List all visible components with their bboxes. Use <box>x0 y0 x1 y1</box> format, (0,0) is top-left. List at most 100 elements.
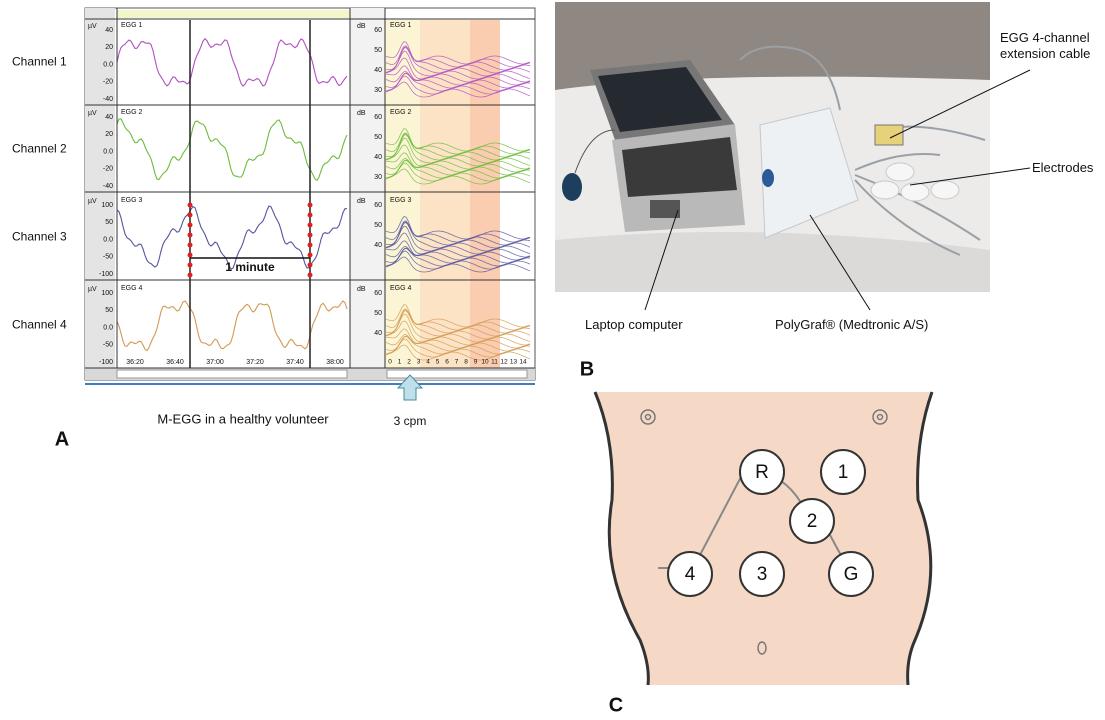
spectrum-title: EGG 3 <box>390 197 412 204</box>
spectrum-tick-label: 50 <box>374 47 382 54</box>
frequency-tick-label: 14 <box>519 359 527 366</box>
torso <box>595 392 932 685</box>
channel-label: Channel 2 <box>12 142 67 156</box>
frequency-tick-label: 9 <box>474 359 478 366</box>
frequency-tick-label: 1 <box>398 359 402 366</box>
panel-label: A <box>55 428 69 450</box>
extension-box <box>875 125 903 145</box>
y-tick-label: 20 <box>105 131 113 138</box>
spectrum-tick-label: 40 <box>374 154 382 161</box>
marker-dot <box>308 213 313 218</box>
marker-dot <box>308 253 313 258</box>
spectrum-tick-label: 40 <box>374 330 382 337</box>
spectrum-title: EGG 4 <box>390 285 412 292</box>
time-tick-label: 38:00 <box>326 359 344 366</box>
spectrum-tick-label: 30 <box>374 174 382 181</box>
y-tick-label: -100 <box>99 271 113 278</box>
frequency-tick-label: 11 <box>491 359 498 366</box>
spectrum-tick-label: 60 <box>374 202 382 209</box>
marker-dot <box>308 233 313 238</box>
frequency-tick-label: 5 <box>436 359 440 366</box>
marker-dot <box>188 243 193 248</box>
frequency-tick-label: 0 <box>388 359 392 366</box>
spectrum-title: EGG 2 <box>390 109 412 116</box>
spectrum-unit: dB <box>357 198 366 205</box>
trace-title: EGG 1 <box>121 22 143 29</box>
marker-dot <box>188 203 193 208</box>
y-tick-label: 40 <box>105 27 113 34</box>
electrode-label: 3 <box>757 564 768 585</box>
frequency-tick-label: 2 <box>407 359 411 366</box>
y-tick-label: 100 <box>101 290 113 297</box>
marker-dot <box>188 213 193 218</box>
y-tick-label: 50 <box>105 307 113 314</box>
caption: M-EGG in a healthy volunteer <box>157 411 329 426</box>
electrode-label: 4 <box>685 564 696 585</box>
top-bar <box>117 10 350 18</box>
time-tick-label: 37:00 <box>206 359 224 366</box>
electrode-label: 1 <box>838 462 849 483</box>
panel-label: B <box>580 358 594 380</box>
frequency-tick-label: 12 <box>500 359 508 366</box>
y-tick-label: 0.0 <box>103 61 113 68</box>
spectrum-tick-label: 30 <box>374 87 382 94</box>
unit: µV <box>88 110 97 117</box>
y-tick-label: -20 <box>103 79 113 86</box>
logo <box>762 169 774 187</box>
trace-title: EGG 2 <box>121 109 143 116</box>
band <box>470 20 500 368</box>
marker-dot <box>308 243 313 248</box>
channel-label: Channel 4 <box>12 318 67 332</box>
y-tick-label: 0.0 <box>103 324 113 331</box>
callout-laptop: Laptop computer <box>585 317 683 333</box>
y-tick-label: 50 <box>105 219 113 226</box>
trace-title: EGG 3 <box>121 197 143 204</box>
interval-label: 1 minute <box>225 260 275 274</box>
time-tick-label: 36:20 <box>126 359 144 366</box>
marker-dot <box>308 223 313 228</box>
y-tick-label: 20 <box>105 44 113 51</box>
arrow-label: 3 cpm <box>394 414 427 428</box>
spectrum-unit: dB <box>357 110 366 117</box>
marker-dot <box>188 223 193 228</box>
trace-title: EGG 4 <box>121 285 143 292</box>
touchpad <box>650 200 680 218</box>
time-tick-label: 37:20 <box>246 359 264 366</box>
marker-dot <box>188 253 193 258</box>
y-tick-label: 0.0 <box>103 236 113 243</box>
unit: µV <box>88 198 97 205</box>
time-tick-label: 37:40 <box>286 359 304 366</box>
spectrum-tick-label: 40 <box>374 242 382 249</box>
spectrum-tick-label: 60 <box>374 27 382 34</box>
spectrum-tick-label: 50 <box>374 222 382 229</box>
y-tick-label: -40 <box>103 96 113 103</box>
panel-label: C <box>609 694 623 716</box>
electrode-label: 2 <box>807 511 818 532</box>
y-tick-label: 0.0 <box>103 148 113 155</box>
frequency-tick-label: 3 <box>417 359 421 366</box>
spectrum-tick-label: 40 <box>374 67 382 74</box>
frequency-tick-label: 8 <box>464 359 468 366</box>
spectrum-tick-label: 60 <box>374 290 382 297</box>
channel-label: Channel 3 <box>12 230 67 244</box>
spectrum-tick-label: 50 <box>374 310 382 317</box>
y-tick-label: 40 <box>105 114 113 121</box>
frequency-tick-label: 4 <box>426 359 430 366</box>
electrode-label: R <box>755 462 769 483</box>
frequency-tick-label: 13 <box>510 359 518 366</box>
y-tick-label: -100 <box>99 359 113 366</box>
y-tick-label: -50 <box>103 342 113 349</box>
marker-dot <box>188 273 193 278</box>
channel-label: Channel 1 <box>12 55 67 69</box>
scroll-track <box>117 370 347 378</box>
spectrum-tick-label: 50 <box>374 134 382 141</box>
frequency-tick-label: 6 <box>445 359 449 366</box>
y-tick-label: -50 <box>103 254 113 261</box>
mouse <box>562 173 582 201</box>
marker-dot <box>188 263 193 268</box>
spectrum-unit: dB <box>357 23 366 30</box>
unit: µV <box>88 23 97 30</box>
spectrum-title: EGG 1 <box>390 22 412 29</box>
y-tick-label: 100 <box>101 202 113 209</box>
marker-dot <box>308 273 313 278</box>
